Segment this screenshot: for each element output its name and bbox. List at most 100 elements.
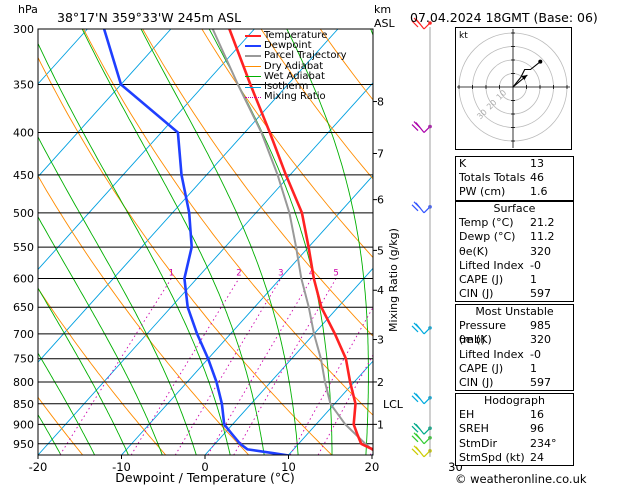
mixing-ratio-line (369, 448, 373, 455)
index-pw: PW (cm) 1.6 (459, 185, 548, 199)
isotherm (287, 360, 373, 455)
mixing-ratio-line (59, 278, 172, 455)
hodo-stmspd: StmSpd (kt) 24 (459, 450, 544, 464)
mu-theta-e: θe (K) 320 (459, 333, 551, 347)
temp-tick-label: 20 (365, 460, 380, 474)
pressure-tick-label: 700 (13, 328, 34, 341)
mixing-ratio-line (233, 278, 337, 455)
hodograph-table: Hodograph EH 16 SREH 96 StmDir 234° StmSpd … (455, 393, 574, 466)
legend-wet-adiabat: Wet Adiabat (245, 71, 347, 82)
dewpoint-profile (102, 29, 294, 455)
mu-lifted-index: Lifted Index -0 (459, 347, 541, 361)
legend-temperature: Temperature (245, 30, 347, 41)
isotherm (38, 29, 255, 271)
mixing-ratio-label: 10 (410, 268, 421, 278)
pressure-tick-label: 450 (13, 169, 34, 182)
isotherm (204, 267, 373, 455)
mixing-ratio-label: 2 (236, 268, 241, 278)
mixing-ratio-line (130, 278, 240, 455)
pressure-tick-label: 400 (13, 127, 34, 140)
surface-title: Surface (493, 202, 536, 215)
dry-adiabat (616, 29, 629, 462)
hodograph-unit: kt (459, 31, 468, 41)
km-tick-label: 4 (377, 284, 384, 297)
axes-layer: 3003504004505005506006507007508008509009… (13, 23, 463, 485)
mu-pressure: Pressure (mb) 985 (459, 319, 551, 347)
wind-barb (411, 201, 432, 214)
km-tick-label: 3 (377, 334, 384, 347)
km-tick-label: 1 (377, 418, 384, 431)
surface-cape: CAPE (J) 1 (459, 272, 537, 286)
temp-tick-label: 10 (281, 460, 296, 474)
hodograph-table-title: Hodograph (484, 394, 545, 407)
surface-theta-e: θe(K) 320 (459, 244, 551, 258)
copyright: © weatheronline.co.uk (455, 472, 587, 486)
wind-barb (411, 17, 432, 30)
pressure-tick-label: 800 (13, 376, 34, 389)
mu-cape: CAPE (J) 1 (459, 361, 537, 375)
most-unstable-title: Most Unstable (475, 305, 554, 318)
pressure-tick-label: 900 (13, 418, 34, 431)
temp-tick-label: -20 (29, 460, 48, 474)
isotherm (38, 29, 172, 178)
mixing-ratio-line (174, 278, 282, 455)
datetime-title: 07.04.2024 18GMT (Base: 06) (410, 10, 598, 25)
x-axis-label: Dewpoint / Temperature (°C) (115, 470, 294, 485)
wind-barbs (411, 17, 432, 458)
wind-barb (411, 392, 432, 405)
index-totals: Totals Totals 46 (459, 171, 544, 185)
km-tick-label: 6 (377, 194, 384, 207)
wind-barb (411, 422, 432, 435)
mixing-ratio-label: 1 (169, 268, 174, 278)
hodo-stmdir: StmDir 234° (459, 436, 557, 450)
km-tick-label: 2 (377, 376, 384, 389)
isotherm (0, 29, 4, 462)
legend-dewpoint: Dewpoint (245, 40, 347, 51)
most-unstable-panel: Most Unstable Pressure (mb) 985 θe (K) 320… (455, 304, 574, 392)
mixing-ratio-label: 5 (333, 268, 338, 278)
location-title: 38°17'N 359°33'W 245m ASL (57, 10, 242, 25)
wet-adiabat (38, 352, 96, 455)
mixing-ratio-line (289, 306, 373, 455)
km-unit: km (374, 3, 392, 16)
surface-cin: CIN (J) 597 (459, 287, 551, 301)
surface-panel: Surface Temp (°C) 21.2 Dewp (°C) 11.2 θe(K… (455, 201, 574, 303)
index-k: K 13 (459, 157, 544, 170)
surface-lifted-index: Lifted Index -0 (459, 258, 541, 272)
hodo-eh: EH 16 (459, 408, 544, 422)
isotherm (616, 29, 629, 462)
legend-isotherm: Isotherm (245, 81, 347, 92)
dry-adiabat (38, 396, 84, 455)
mu-cin: CIN (J) 597 (459, 375, 551, 389)
grid-layer: 12345810152025 (0, 29, 629, 462)
pressure-tick-label: 850 (13, 398, 34, 411)
pressure-tick-label: 600 (13, 272, 34, 285)
hodo-sreh: SREH 96 (459, 422, 544, 436)
wind-barb (411, 445, 432, 458)
mixing-ratio-line (317, 354, 373, 455)
lcl-label: LCL (383, 398, 404, 411)
pressure-tick-label: 350 (13, 78, 34, 91)
isotherm (38, 29, 339, 363)
temperature-profile (228, 29, 373, 452)
wind-barb-dot (428, 21, 432, 25)
legend-mixing-ratio: Mixing Ratio (245, 91, 347, 102)
hodograph-trace (512, 61, 541, 88)
parcel-trajectory (211, 29, 373, 452)
pressure-tick-label: 950 (13, 438, 34, 451)
hpa-unit: hPa (18, 3, 38, 16)
wind-barb (411, 121, 432, 133)
isotherm (120, 174, 373, 455)
wind-barb (411, 322, 432, 335)
storm-motion-arrow (521, 75, 528, 80)
mixing-ratio-line (207, 278, 312, 455)
mixing-ratio-axis-label: Mixing Ratio (g/kg) (387, 228, 400, 332)
km-tick-label: 7 (377, 147, 384, 160)
surface-temp: Temp (°C) 21.2 (459, 216, 555, 230)
dry-adiabat (201, 29, 373, 259)
km-tick-label: 8 (377, 96, 384, 109)
wet-adiabat (38, 413, 62, 455)
legend-dry-adiabat: Dry Adiabat (245, 61, 347, 72)
